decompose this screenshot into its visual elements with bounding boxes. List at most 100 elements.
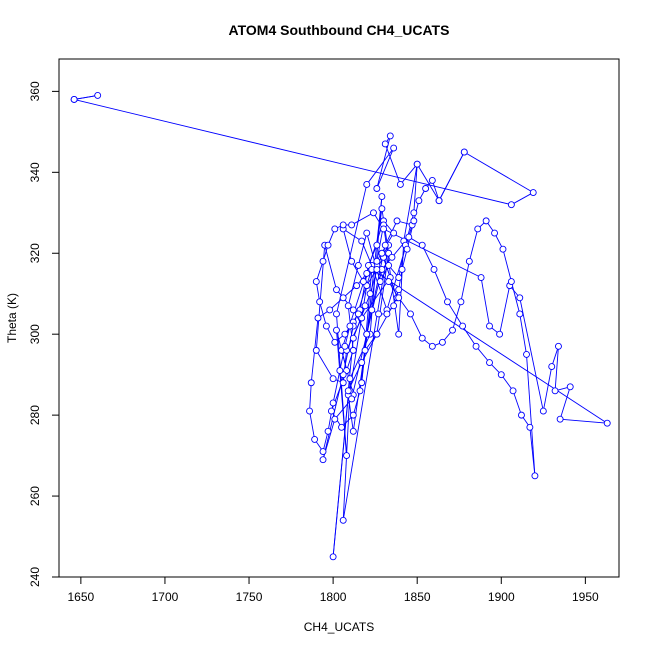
data-point — [516, 310, 524, 318]
data-point — [376, 278, 384, 286]
data-point — [316, 298, 324, 306]
data-point — [385, 261, 393, 269]
data-point — [319, 257, 327, 265]
data-point — [378, 193, 386, 201]
data-point — [329, 399, 337, 407]
data-point — [319, 448, 327, 455]
data-point — [331, 415, 339, 423]
data-point — [457, 298, 465, 306]
y-tick-label: 300 — [28, 324, 42, 344]
data-point — [324, 427, 332, 435]
series-segment — [342, 228, 362, 242]
data-point — [491, 229, 499, 237]
data-point — [361, 346, 369, 354]
series-segment — [559, 386, 571, 420]
data-point — [393, 217, 401, 225]
data-point — [366, 290, 374, 298]
data-point — [312, 278, 320, 286]
data-point — [474, 225, 482, 233]
data-point — [385, 278, 393, 286]
plot-frame — [58, 58, 620, 578]
series-segment — [410, 313, 423, 339]
data-point — [354, 310, 362, 318]
data-point — [336, 367, 344, 375]
data-point — [341, 330, 349, 338]
data-point — [390, 302, 398, 310]
series-segment — [376, 147, 395, 189]
series-segment — [438, 151, 465, 201]
data-point — [548, 363, 556, 371]
data-point — [363, 330, 371, 338]
series-segment — [371, 269, 608, 424]
series-segment — [334, 398, 352, 420]
series-segment — [499, 285, 511, 335]
data-point — [435, 197, 443, 205]
data-point — [410, 209, 418, 217]
data-point — [349, 427, 357, 435]
data-point — [373, 265, 381, 273]
series-segment — [376, 208, 383, 246]
data-point — [516, 294, 524, 302]
data-point — [349, 334, 357, 342]
data-point — [339, 516, 347, 524]
series-segment — [452, 301, 462, 331]
data-point — [465, 257, 473, 265]
data-point — [70, 96, 78, 103]
data-point — [349, 346, 357, 354]
series-segment — [401, 249, 408, 270]
data-point — [333, 326, 340, 334]
data-point — [566, 383, 574, 391]
data-point — [363, 270, 371, 277]
y-tick-label: 280 — [28, 405, 42, 425]
data-point — [556, 415, 564, 423]
data-point — [472, 342, 480, 350]
data-point — [378, 249, 386, 257]
y-tick-label: 260 — [28, 486, 42, 506]
data-point — [551, 387, 559, 395]
data-point — [507, 278, 515, 286]
series-segment — [324, 245, 337, 290]
series-segment — [74, 99, 512, 206]
data-point — [348, 395, 356, 403]
data-point — [410, 217, 418, 225]
series-segment — [336, 184, 368, 315]
data-point — [395, 294, 403, 302]
data-point — [497, 371, 505, 379]
series-segment — [309, 410, 316, 440]
data-point — [327, 407, 335, 415]
data-point — [322, 322, 330, 330]
data-point — [438, 338, 446, 346]
data-point — [509, 387, 517, 395]
data-point — [529, 189, 537, 196]
data-point — [531, 472, 539, 480]
data-point — [94, 91, 102, 99]
data-point — [338, 423, 345, 431]
series-segment — [416, 163, 440, 201]
series-segment — [322, 431, 329, 452]
data-point — [346, 322, 354, 330]
data-point — [413, 160, 421, 168]
data-point — [395, 330, 403, 338]
data-point — [395, 286, 403, 294]
y-axis-label: Theta (K) — [5, 293, 19, 343]
data-point — [526, 423, 534, 431]
y-tick-label: 360 — [28, 81, 42, 101]
data-point — [380, 225, 388, 233]
series-segment — [431, 180, 440, 201]
data-point — [373, 185, 381, 192]
series-segment — [352, 390, 361, 416]
series-segment — [346, 350, 354, 371]
data-point — [523, 350, 530, 358]
data-point — [418, 334, 426, 342]
series-segment — [332, 370, 341, 404]
series-segment — [519, 313, 527, 355]
data-point — [373, 330, 381, 338]
chart-title: ATOM4 Southbound CH4_UCATS — [229, 22, 450, 38]
data-point — [381, 241, 389, 249]
series-segment — [502, 249, 512, 282]
series-segment — [351, 212, 374, 226]
data-point — [319, 456, 327, 464]
series-segment — [347, 338, 354, 391]
series-segment — [511, 192, 534, 206]
